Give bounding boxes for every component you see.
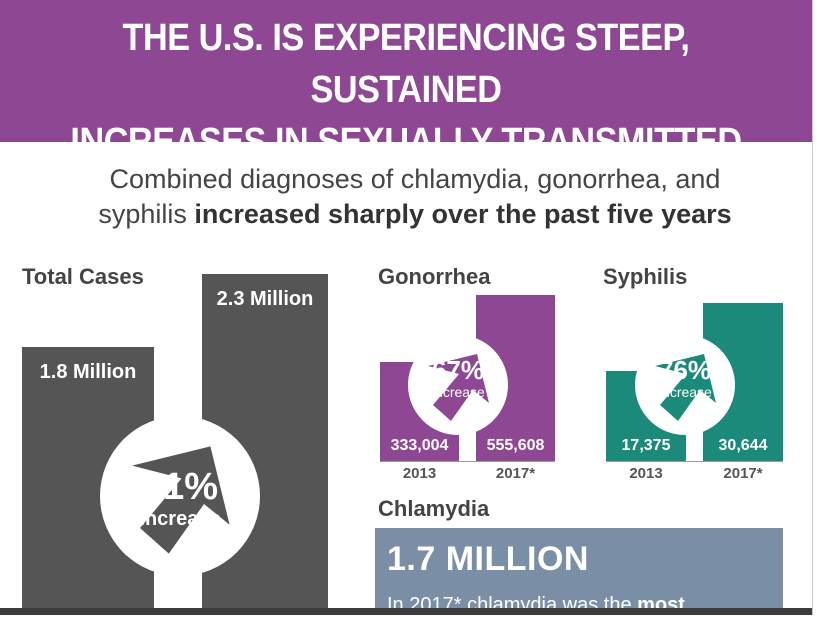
total-value-label: 2.3 Million — [216, 288, 314, 310]
total-increase-badge — [100, 416, 260, 576]
syphilis-change-label: Increase — [658, 384, 712, 400]
banner-title-line2: INCREASES IN SEXUALLY TRANSMITTED DISEAS… — [70, 121, 742, 215]
gonorrhea-change-label: Increase — [431, 384, 485, 400]
syphilis-axis-line — [606, 461, 783, 462]
gonorrhea-increase-badge-arrow-icon — [428, 354, 489, 421]
chlamydia-box: 1.7 MILLION In 2017* chlamydia was the m… — [375, 528, 783, 616]
syphilis-increase-badge-arrow-icon — [655, 354, 716, 421]
chlamydia-title: Chlamydia — [378, 496, 490, 521]
page-edge — [812, 0, 822, 615]
banner-title-line1: THE U.S. IS EXPERIENCING STEEP, SUSTAINE… — [122, 17, 690, 111]
banner-title: THE U.S. IS EXPERIENCING STEEP, SUSTAINE… — [41, 12, 772, 220]
gonorrhea-axis-line — [380, 461, 555, 462]
gonorrhea-title: Gonorrhea — [378, 264, 491, 289]
gonorrhea-value-label: 333,004 — [390, 437, 449, 454]
total-increase-badge-arrow-icon — [132, 446, 230, 554]
gonorrhea-value-label: 555,608 — [486, 437, 545, 454]
subtitle-line2-bold: increased sharply over the past five yea… — [194, 199, 732, 229]
subtitle-line1: Combined diagnoses of chlamydia, gonorrh… — [109, 164, 721, 194]
subtitle-line2-plain: syphilis — [98, 199, 195, 229]
gonorrhea-year-label: 2017* — [495, 465, 536, 482]
total-change-label: Increase — [139, 508, 221, 530]
chlamydia-value: 1.7 MILLION — [387, 540, 589, 578]
gonorrhea-change-pct: 67% — [431, 355, 485, 385]
syphilis-value-label: 30,644 — [718, 437, 768, 454]
syphilis-year-label: 2017* — [723, 465, 763, 482]
syphilis-increase-badge — [635, 335, 735, 435]
syphilis-change-pct: 76% — [658, 355, 712, 385]
gonorrhea-year-label: 2013 — [402, 465, 437, 482]
gonorrhea-increase-badge — [408, 335, 508, 435]
header-banner: THE U.S. IS EXPERIENCING STEEP, SUSTAINE… — [0, 0, 812, 215]
syphilis-year-label: 2013 — [629, 465, 663, 482]
total-value-label: 1.8 Million — [39, 361, 137, 384]
bottom-strip — [0, 608, 812, 615]
syphilis-title: Syphilis — [603, 264, 688, 289]
subtitle: Combined diagnoses of chlamydia, gonorrh… — [20, 162, 810, 232]
total-cases-title: Total Cases — [22, 264, 144, 289]
syphilis-value-label: 17,375 — [621, 437, 671, 454]
total-change-pct: 31% — [141, 466, 219, 508]
